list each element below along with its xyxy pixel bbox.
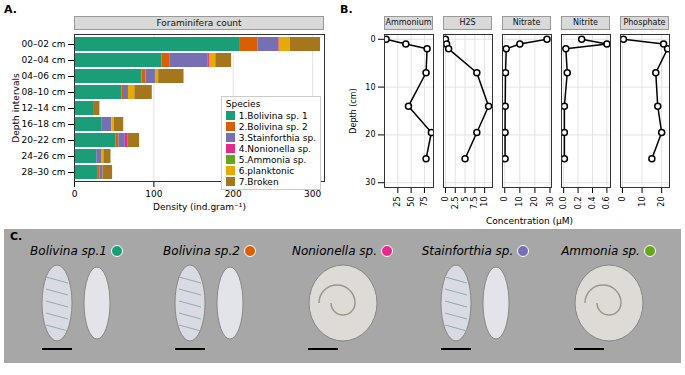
html-text:Bolivina sp.2: Bolivina sp.2 (163, 244, 240, 258)
svg-text:08–10 cm: 08–10 cm (22, 87, 66, 97)
html-text:Bolivina sp.1: Bolivina sp.1 (30, 244, 107, 258)
svg-text:04–06 cm: 04–06 cm (22, 71, 66, 81)
html-text:1.Bolivina sp. 1: 1.Bolivina sp. 1 (238, 110, 308, 121)
svg-text:24–26 cm: 24–26 cm (22, 151, 66, 161)
svg-text:02–04 cm: 02–04 cm (22, 55, 66, 65)
html-text:Stainforthia sp.: Stainforthia sp. (421, 244, 514, 258)
html-text:C.: C. (10, 230, 23, 243)
svg-text:300: 300 (304, 189, 321, 199)
html-text:Phosphate: Phosphate (623, 18, 666, 27)
svg-text:0: 0 (370, 35, 375, 44)
svg-text:5: 5 (461, 197, 470, 202)
html-text:Ammonium: Ammonium (385, 18, 432, 27)
svg-text:0.6: 0.6 (602, 197, 611, 210)
html-text:Ammonia sp.: Ammonia sp. (561, 244, 640, 258)
html-text:B.: B. (340, 3, 353, 16)
svg-text:10: 10 (638, 197, 647, 207)
svg-text:2.5: 2.5 (451, 197, 460, 210)
html-text:Nonionella sp.: Nonionella sp. (291, 244, 377, 258)
svg-text:0.2: 0.2 (574, 197, 583, 210)
svg-text:0.4: 0.4 (588, 197, 597, 210)
svg-text:0.0: 0.0 (559, 197, 568, 210)
svg-text:30: 30 (546, 197, 555, 207)
html-text:A.: A. (4, 3, 17, 16)
svg-text:0: 0 (618, 197, 627, 202)
html-text:Foraminifera count: Foraminifera count (156, 18, 242, 28)
html-text:6.planktonic: 6.planktonic (238, 165, 295, 176)
svg-text:0: 0 (500, 197, 509, 202)
html-text:3.Stainforthia sp.: 3.Stainforthia sp. (238, 132, 316, 143)
svg-text:10: 10 (480, 197, 489, 207)
svg-text:200: 200 (225, 189, 242, 199)
html-text:4.Nonionella sp.: 4.Nonionella sp. (238, 143, 312, 154)
svg-text:20: 20 (365, 130, 375, 139)
html-text:Species: Species (225, 99, 261, 109)
html-text:Concentration (µM): Concentration (µM) (486, 216, 573, 226)
svg-text:12–14 cm: 12–14 cm (22, 103, 66, 113)
html-text:5.Ammonia sp.: 5.Ammonia sp. (238, 154, 307, 165)
svg-text:0: 0 (72, 189, 78, 199)
html-text:H2S: H2S (459, 18, 476, 27)
svg-text:Depth intervals: Depth intervals (11, 73, 21, 143)
html-text:7.Broken: 7.Broken (238, 176, 279, 187)
svg-text:75: 75 (420, 197, 429, 207)
svg-text:100: 100 (145, 189, 162, 199)
html-text:Nitrite: Nitrite (573, 18, 598, 27)
svg-text:7.5: 7.5 (470, 197, 479, 210)
svg-text:30: 30 (365, 178, 375, 187)
svg-text:25: 25 (393, 197, 402, 207)
svg-text:Depth (cm): Depth (cm) (349, 88, 358, 133)
svg-text:20: 20 (657, 197, 666, 207)
svg-text:0: 0 (441, 197, 450, 202)
svg-text:10: 10 (515, 197, 524, 207)
svg-text:50: 50 (407, 197, 416, 207)
svg-text:16–18 cm: 16–18 cm (22, 119, 66, 129)
svg-text:28–30 cm: 28–30 cm (22, 167, 66, 177)
html-text:Nitrate: Nitrate (512, 18, 541, 27)
svg-text:00–02 cm: 00–02 cm (22, 39, 66, 49)
svg-text:20: 20 (530, 197, 539, 207)
svg-text:Density (ind.gram⁻¹): Density (ind.gram⁻¹) (153, 202, 246, 212)
svg-text:10: 10 (365, 83, 375, 92)
html-text:2.Bolivina sp. 2: 2.Bolivina sp. 2 (238, 121, 308, 132)
svg-text:20–22 cm: 20–22 cm (22, 135, 66, 145)
